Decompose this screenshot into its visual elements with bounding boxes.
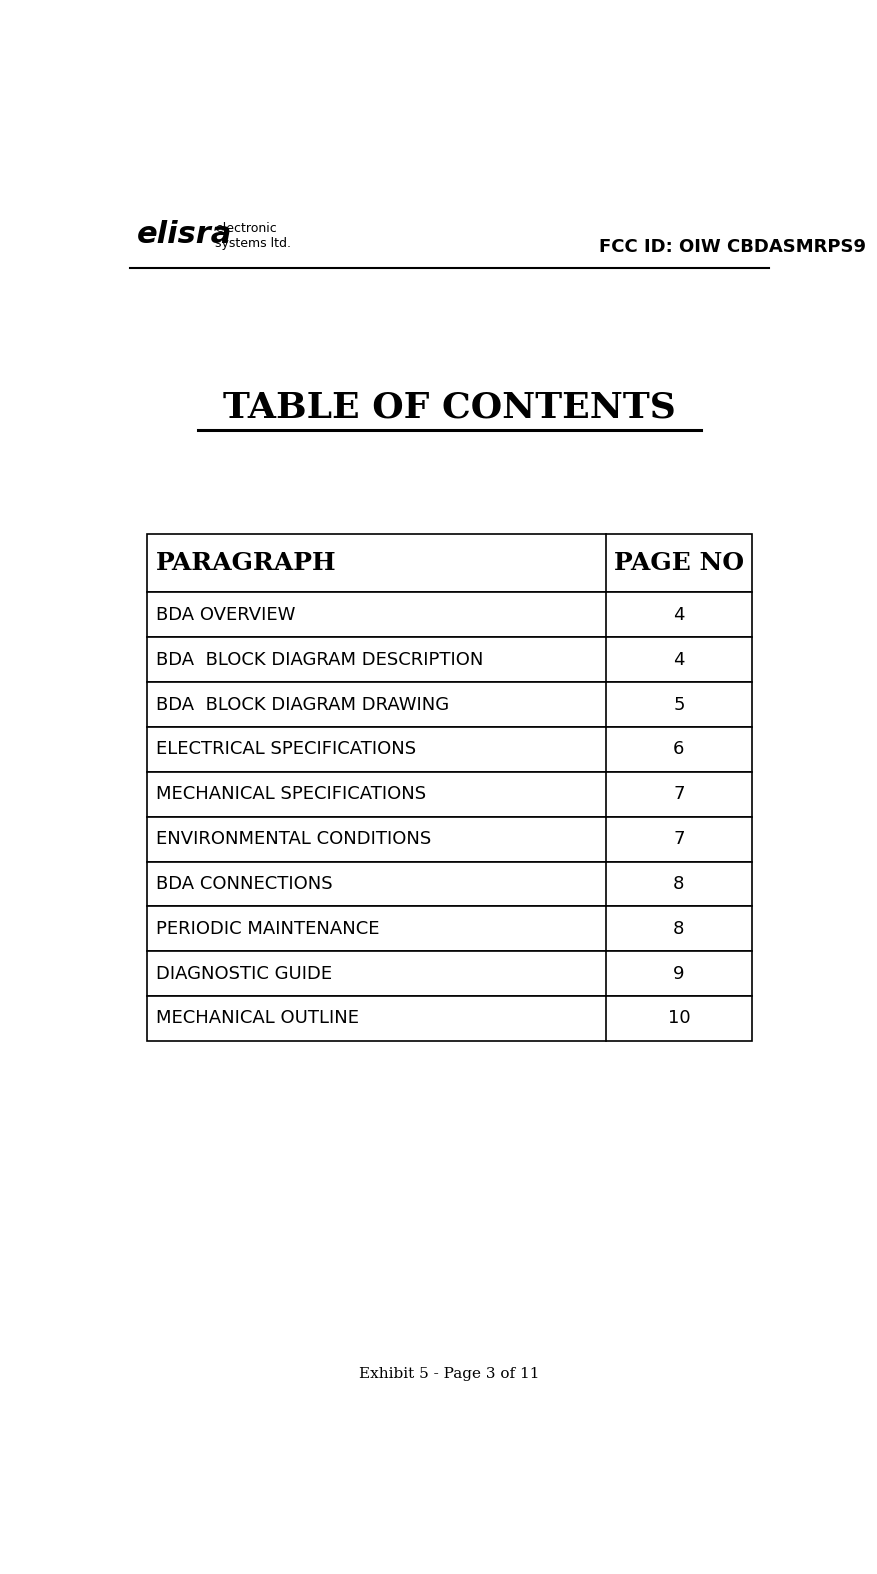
Text: Exhibit 5 - Page 3 of 11: Exhibit 5 - Page 3 of 11 — [360, 1368, 539, 1382]
Bar — [147, 996, 752, 1040]
Text: MECHANICAL SPECIFICATIONS: MECHANICAL SPECIFICATIONS — [156, 785, 426, 803]
Text: 4: 4 — [674, 606, 685, 623]
Text: PAGE NO: PAGE NO — [614, 551, 744, 576]
Bar — [147, 637, 752, 682]
Bar — [147, 592, 752, 637]
Bar — [147, 951, 752, 996]
Text: ELECTRICAL SPECIFICATIONS: ELECTRICAL SPECIFICATIONS — [156, 740, 416, 759]
Text: 10: 10 — [667, 1009, 690, 1028]
Bar — [147, 907, 752, 951]
Bar — [147, 817, 752, 861]
Text: elisra: elisra — [137, 220, 232, 249]
Text: BDA  BLOCK DIAGRAM DRAWING: BDA BLOCK DIAGRAM DRAWING — [156, 696, 449, 713]
Text: 8: 8 — [674, 919, 685, 938]
Text: 4: 4 — [674, 650, 685, 669]
Text: 5: 5 — [674, 696, 685, 713]
Text: 9: 9 — [674, 965, 685, 982]
Bar — [147, 771, 752, 817]
Bar — [147, 727, 752, 771]
Text: electronic: electronic — [215, 222, 277, 236]
Text: systems ltd.: systems ltd. — [215, 238, 291, 250]
Text: ENVIRONMENTAL CONDITIONS: ENVIRONMENTAL CONDITIONS — [156, 829, 431, 848]
Text: PERIODIC MAINTENANCE: PERIODIC MAINTENANCE — [156, 919, 380, 938]
Text: BDA  BLOCK DIAGRAM DESCRIPTION: BDA BLOCK DIAGRAM DESCRIPTION — [156, 650, 483, 669]
Text: DIAGNOSTIC GUIDE: DIAGNOSTIC GUIDE — [156, 965, 332, 982]
Bar — [147, 682, 752, 727]
Bar — [147, 534, 752, 592]
Text: 8: 8 — [674, 875, 685, 892]
Text: MECHANICAL OUTLINE: MECHANICAL OUTLINE — [156, 1009, 359, 1028]
Text: 6: 6 — [674, 740, 685, 759]
Text: BDA CONNECTIONS: BDA CONNECTIONS — [156, 875, 332, 892]
Bar — [147, 861, 752, 907]
Text: 7: 7 — [674, 785, 685, 803]
Text: 7: 7 — [674, 829, 685, 848]
Text: PARAGRAPH: PARAGRAPH — [156, 551, 337, 576]
Text: FCC ID: OIW CBDASMRPS9: FCC ID: OIW CBDASMRPS9 — [599, 238, 866, 257]
Text: BDA OVERVIEW: BDA OVERVIEW — [156, 606, 296, 623]
Text: TABLE OF CONTENTS: TABLE OF CONTENTS — [223, 390, 676, 423]
